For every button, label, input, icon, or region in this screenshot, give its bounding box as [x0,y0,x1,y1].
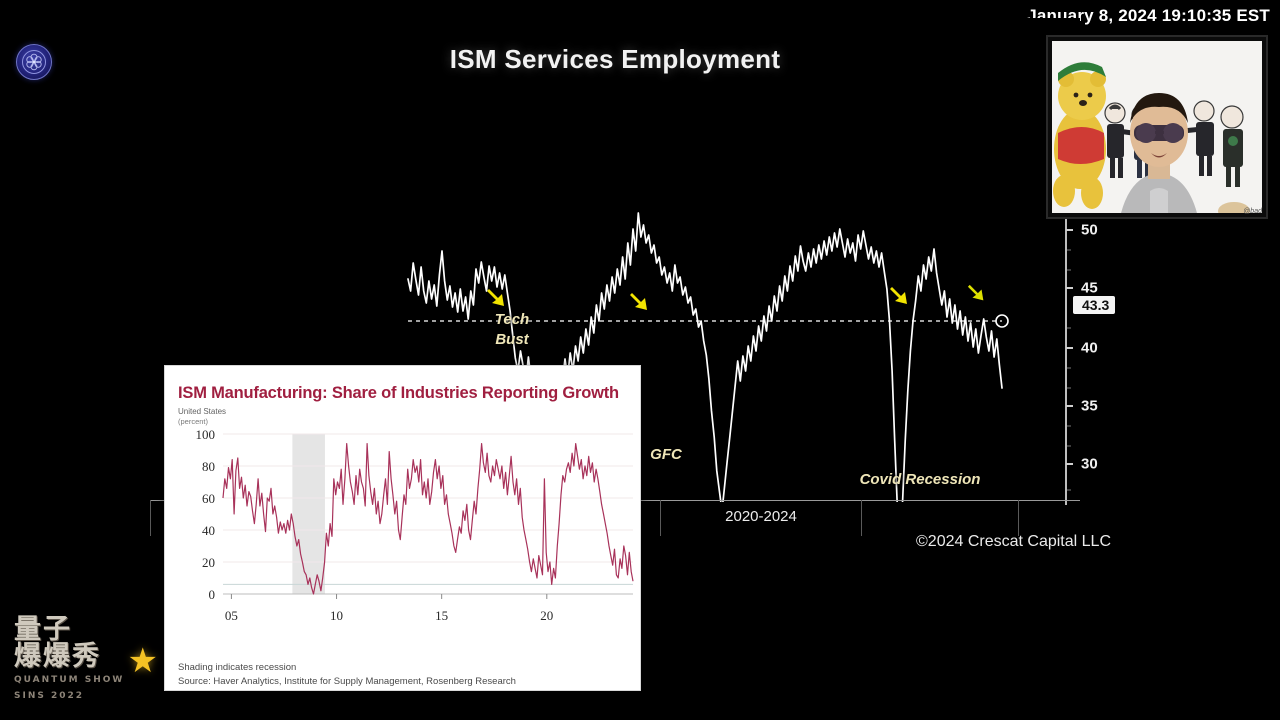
watermark-en-line1: QUANTUM SHOW [14,675,125,685]
circular-emblem-icon [22,50,46,74]
annotation-gfc: GFC [650,446,682,463]
svg-text:20: 20 [202,555,215,570]
star-icon: ★ [127,642,158,680]
inset-chart-title: ISM Manufacturing: Share of Industries R… [178,384,619,402]
svg-text:10: 10 [330,608,343,623]
x-divider-0 [150,500,151,536]
y-tick-minor-5 [1067,387,1071,389]
watermark-cn-line1: 量子 [14,614,72,645]
inset-chart-subtitle: United States [178,407,227,416]
watermark-en-line2: SINS 2022 [14,691,85,701]
y-tick-minor-2 [1067,269,1071,271]
main-chart-title: ISM Services Employment [449,44,781,74]
svg-text:40: 40 [202,523,215,538]
svg-text:05: 05 [225,608,238,623]
inset-y-tick-labels: 0 20 40 60 80 100 [196,427,216,602]
inset-series-line [222,443,634,595]
x-label-2020-2024: 2020-2024 [725,508,797,525]
y-tick-minor-7 [1067,445,1071,447]
recession-shading-band [292,434,325,594]
inset-x-tick-labels: 05 10 15 20 [225,594,553,623]
y-tick-minor-6 [1067,425,1071,427]
annotation-covid-recession: Covid Recession [859,471,981,488]
channel-watermark: 量子 爆爆秀 QUANTUM SHOW SINS 2022 ★ [14,616,164,712]
pooh-plush-icon [1053,62,1106,209]
inset-chart-units: (percent) [178,417,209,426]
annotation-tech-bust: Tech Bust [494,311,530,349]
webcam-frame-content [1052,41,1262,213]
x-divider-3 [660,500,661,536]
x-divider-5 [1018,500,1019,536]
down-arrow-icon-gfc [630,293,647,310]
svg-text:80: 80 [202,459,215,474]
main-chart-y-axis: 50 45 43.3 40 35 30 [1063,210,1133,505]
y-tick-label-35: 35 [1081,397,1098,415]
y-tick-mark-50 [1066,229,1073,231]
cartoon-figures-right [1178,100,1244,187]
y-tick-minor-4 [1067,367,1071,369]
channel-logo-badge [16,44,52,80]
y-tick-mark-35 [1066,405,1073,407]
y-tick-label-40: 40 [1081,339,1098,357]
current-value-flag: 43.3 [1073,296,1116,314]
svg-text:15: 15 [435,608,448,623]
y-tick-minor-3 [1067,327,1071,329]
svg-text:100: 100 [196,427,216,442]
webcam-handle: @bad [1243,208,1262,215]
x-divider-4 [861,500,862,536]
y-tick-minor-1 [1067,249,1071,251]
stream-timestamp: January 8, 2024 19:10:35 EST [1027,6,1270,25]
y-tick-label-30: 30 [1081,455,1098,473]
ism-services-employment-plot [407,212,1009,502]
open-circle-marker-icon [995,314,1009,328]
down-arrow-icon-current [967,284,984,301]
inset-chart-ism-manufacturing: ISM Manufacturing: Share of Industries R… [164,365,641,691]
y-tick-label-45: 45 [1081,279,1098,297]
series-line [407,212,1003,502]
svg-text:20: 20 [540,608,553,623]
inset-source-note: Source: Haver Analytics, Institute for S… [178,676,516,687]
svg-text:0: 0 [209,587,216,602]
inset-plot-area: 0 20 40 60 80 100 05 10 15 20 [196,427,634,623]
chart-copyright: ©2024 Crescat Capital LLC [916,533,1111,550]
inset-shading-note: Shading indicates recession [178,662,297,673]
down-arrow-icon-covid [890,287,907,304]
y-tick-mark-40 [1066,347,1073,349]
webcam-video [1052,41,1262,213]
host-portrait [1121,93,1197,213]
y-tick-mark-45 [1066,287,1073,289]
y-tick-label-50: 50 [1081,221,1098,239]
down-arrow-icon-tech-bust [487,289,504,306]
y-tick-mark-30 [1066,463,1073,465]
svg-text:60: 60 [202,491,215,506]
watermark-cn-line2: 爆爆秀 [14,641,101,672]
y-tick-minor-8 [1067,489,1071,491]
y-axis-line [1065,210,1067,505]
webcam-overlay[interactable]: @bad [1046,35,1268,219]
